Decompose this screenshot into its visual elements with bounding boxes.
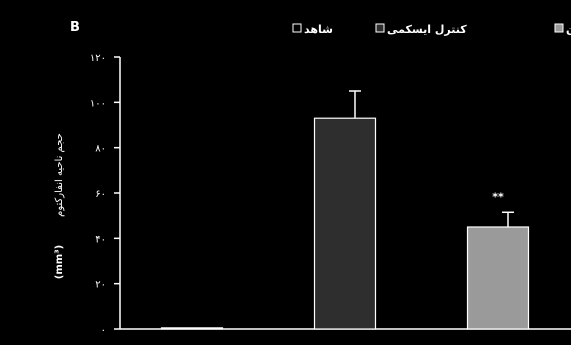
y-axis-unit: (mm³) (54, 245, 65, 279)
y-tick-label: ۲۰ (95, 280, 106, 291)
y-tick-label: ۱۲۰ (90, 53, 106, 64)
legend: ایسکمی و روغن زیتون کنترل ایسکمی شاهد (292, 23, 571, 36)
legend-swatch (375, 23, 385, 33)
y-tick-label: ۴۰ (95, 234, 106, 245)
y-axis-label: حجم ناحیه انفارکتوم (54, 133, 65, 217)
y-tick-label: ۱۰۰ (90, 98, 106, 109)
legend-swatch (292, 23, 302, 33)
bar (160, 327, 224, 330)
legend-label: ایسکمی و روغن زیتون (566, 23, 571, 36)
significance-marker: ** (492, 190, 504, 203)
bar (313, 117, 377, 330)
y-tick-label: ۶۰ (95, 189, 106, 200)
legend-label: شاهد (304, 23, 333, 36)
bar (466, 226, 530, 330)
y-tick-label: ۸۰ (95, 144, 106, 155)
panel-label: B (70, 20, 80, 35)
bars: ** (160, 90, 530, 330)
legend-swatch (554, 23, 564, 33)
legend-label: کنترل ایسکمی (387, 23, 467, 36)
y-ticks: ۰ ۲۰ ۴۰ ۶۰ ۸۰ ۱۰۰ ۱۲۰ (90, 53, 120, 336)
y-tick-label: ۰ (101, 325, 106, 336)
